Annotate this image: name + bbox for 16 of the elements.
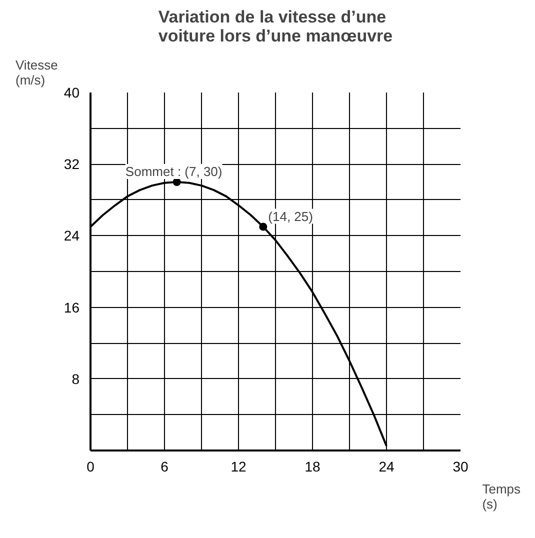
y-tick-label: 40	[64, 84, 80, 100]
annotation: Sommet : (7, 30)	[125, 164, 222, 179]
x-tick-label: 6	[160, 458, 169, 474]
y-tick-label: 24	[64, 228, 80, 244]
y-tick-label: 8	[72, 370, 80, 387]
x-tick-label: 30	[452, 458, 468, 474]
x-tick-label: 0	[86, 458, 95, 474]
chart-title: Variation de la vitesse d’une voiture lors d’une manœuvre	[158, 8, 393, 46]
x-axis-title: Temps (s)	[482, 482, 521, 512]
x-tick-label: 24	[378, 458, 394, 474]
y-tick-label: 32	[64, 156, 80, 172]
x-tick-label: 18	[304, 458, 320, 474]
x-tick-label: 12	[230, 458, 246, 474]
annotation: (14, 25)	[268, 208, 313, 224]
y-tick-label: 16	[64, 299, 80, 316]
y-axis-title: Vitesse (m/s)	[16, 58, 58, 88]
